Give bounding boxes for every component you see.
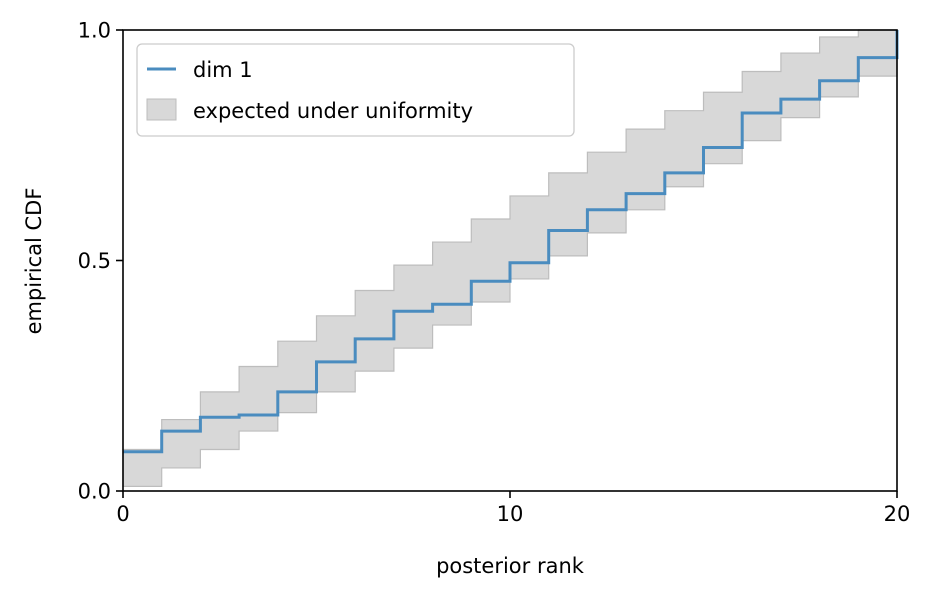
legend-label-dim-1: dim 1 bbox=[193, 58, 253, 82]
y-tick-label: 1.0 bbox=[78, 19, 111, 43]
x-tick-label: 10 bbox=[497, 502, 524, 526]
x-axis-label: posterior rank bbox=[436, 554, 585, 578]
x-tick-label: 20 bbox=[884, 502, 911, 526]
legend-band-swatch bbox=[146, 98, 177, 121]
y-tick-label: 0.5 bbox=[78, 249, 111, 273]
legend-label-uniformity: expected under uniformity bbox=[193, 99, 473, 123]
legend-box bbox=[136, 43, 575, 137]
y-axis-label: empirical CDF bbox=[22, 188, 46, 335]
dim-1-step-line bbox=[123, 30, 899, 454]
axis-ticks: 0 10 20 0.0 0.5 1.0 bbox=[78, 19, 911, 527]
dim-1-series bbox=[123, 30, 899, 454]
legend: dim 1 expected under uniformity bbox=[136, 43, 575, 137]
x-tick-label: 0 bbox=[116, 502, 129, 526]
y-tick-label: 0.0 bbox=[78, 480, 111, 504]
